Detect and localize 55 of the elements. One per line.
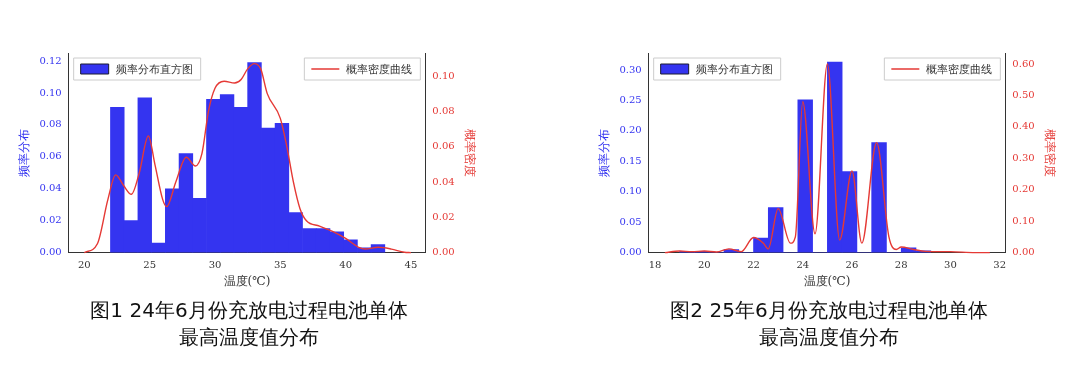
legend-label: 频率分布直方图 [115, 62, 193, 76]
x-tick-label: 32 [993, 259, 1007, 271]
x-tick-label: 22 [747, 259, 760, 271]
y2-tick-label: 0.60 [1012, 57, 1035, 69]
line-series [664, 63, 991, 254]
x-tick-label: 30 [944, 259, 957, 271]
x-tick-label: 45 [404, 259, 418, 271]
y-tick-label: 0.20 [619, 124, 642, 136]
y2-axis-title: 概率密度 [462, 128, 477, 177]
x-tick-label: 30 [208, 259, 222, 271]
x-tick-label: 25 [143, 259, 157, 271]
y-tick-label: 0.00 [39, 246, 62, 258]
y2-tick-label: 0.50 [1012, 89, 1035, 101]
y-tick-label: 0.15 [619, 154, 642, 166]
y-tick-label: 0.25 [619, 94, 642, 106]
y2-tick-label: 0.02 [432, 210, 455, 222]
line-series [83, 62, 412, 254]
y-tick-label: 0.30 [619, 63, 642, 75]
y2-tick-label: 0.30 [1012, 151, 1035, 163]
y-tick-label: 0.12 [39, 54, 62, 66]
y2-tick-label: 0.04 [432, 175, 455, 187]
x-axis-title: 温度(℃) [223, 273, 271, 288]
y-axis-title: 频率分布 [17, 128, 32, 177]
y-tick-label: 0.05 [619, 215, 642, 227]
x-axis-title: 温度(℃) [803, 273, 851, 288]
y-tick-label: 0.06 [39, 150, 62, 162]
x-tick-label: 35 [273, 259, 287, 271]
y2-tick-label: 0.10 [432, 69, 455, 81]
y2-axis-title: 概率密度 [1042, 128, 1057, 177]
y-tick-label: 0.08 [39, 118, 62, 130]
x-tick-label: 20 [77, 259, 91, 271]
y-tick-label: 0.10 [619, 185, 642, 197]
legend-label: 频率分布直方图 [695, 62, 773, 76]
x-tick-label: 20 [697, 259, 711, 271]
y2-tick-label: 0.10 [1012, 214, 1035, 226]
y-axis-title: 频率分布 [597, 128, 612, 177]
text: 图1 24年6月份充放电过程电池单体最高温度值分布 [89, 297, 409, 351]
x-tick-label: 18 [648, 259, 662, 271]
y-tick-label: 0.10 [39, 86, 62, 98]
y2-tick-label: 0.40 [1012, 120, 1035, 132]
legend-label: 概率密度曲线 [926, 62, 993, 76]
x-tick-label: 40 [339, 259, 353, 271]
legend-label: 概率密度曲线 [346, 62, 413, 76]
y2-tick-label: 0.06 [432, 140, 455, 152]
y-tick-label: 0.00 [619, 246, 642, 258]
y2-tick-label: 0.00 [1012, 246, 1035, 258]
x-tick-label: 28 [894, 259, 908, 271]
y2-tick-label: 0.00 [432, 246, 455, 258]
x-tick-label: 24 [796, 259, 810, 271]
y2-tick-label: 0.20 [1012, 183, 1035, 195]
y-tick-label: 0.04 [39, 182, 62, 194]
y2-tick-label: 0.08 [432, 104, 455, 116]
text: 图2 25年6月份充放电过程电池单体最高温度值分布 [669, 297, 989, 351]
x-tick-label: 26 [845, 259, 859, 271]
y-tick-label: 0.02 [39, 214, 62, 226]
